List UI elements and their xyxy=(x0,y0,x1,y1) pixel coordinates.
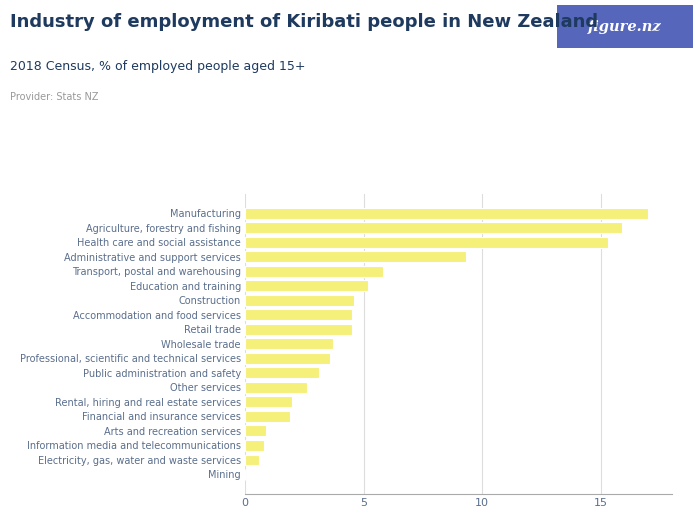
Bar xyxy=(245,208,648,219)
Bar xyxy=(245,324,351,335)
Bar xyxy=(245,266,383,277)
Bar xyxy=(245,396,293,407)
Bar xyxy=(245,280,368,291)
Text: Provider: Stats NZ: Provider: Stats NZ xyxy=(10,92,99,102)
Text: figure.nz: figure.nz xyxy=(588,20,662,34)
Bar xyxy=(245,295,354,306)
Bar xyxy=(245,223,622,233)
Bar xyxy=(245,368,318,379)
Bar xyxy=(245,425,266,436)
Bar xyxy=(245,309,351,320)
Bar xyxy=(245,411,290,422)
Bar xyxy=(245,440,264,451)
Bar xyxy=(245,353,330,364)
Bar xyxy=(245,237,608,248)
Text: Industry of employment of Kiribati people in New Zealand: Industry of employment of Kiribati peopl… xyxy=(10,13,598,31)
Text: 2018 Census, % of employed people aged 15+: 2018 Census, % of employed people aged 1… xyxy=(10,60,306,74)
Bar xyxy=(245,251,466,262)
Bar xyxy=(245,455,259,465)
Bar xyxy=(245,382,307,393)
Bar xyxy=(245,339,332,349)
